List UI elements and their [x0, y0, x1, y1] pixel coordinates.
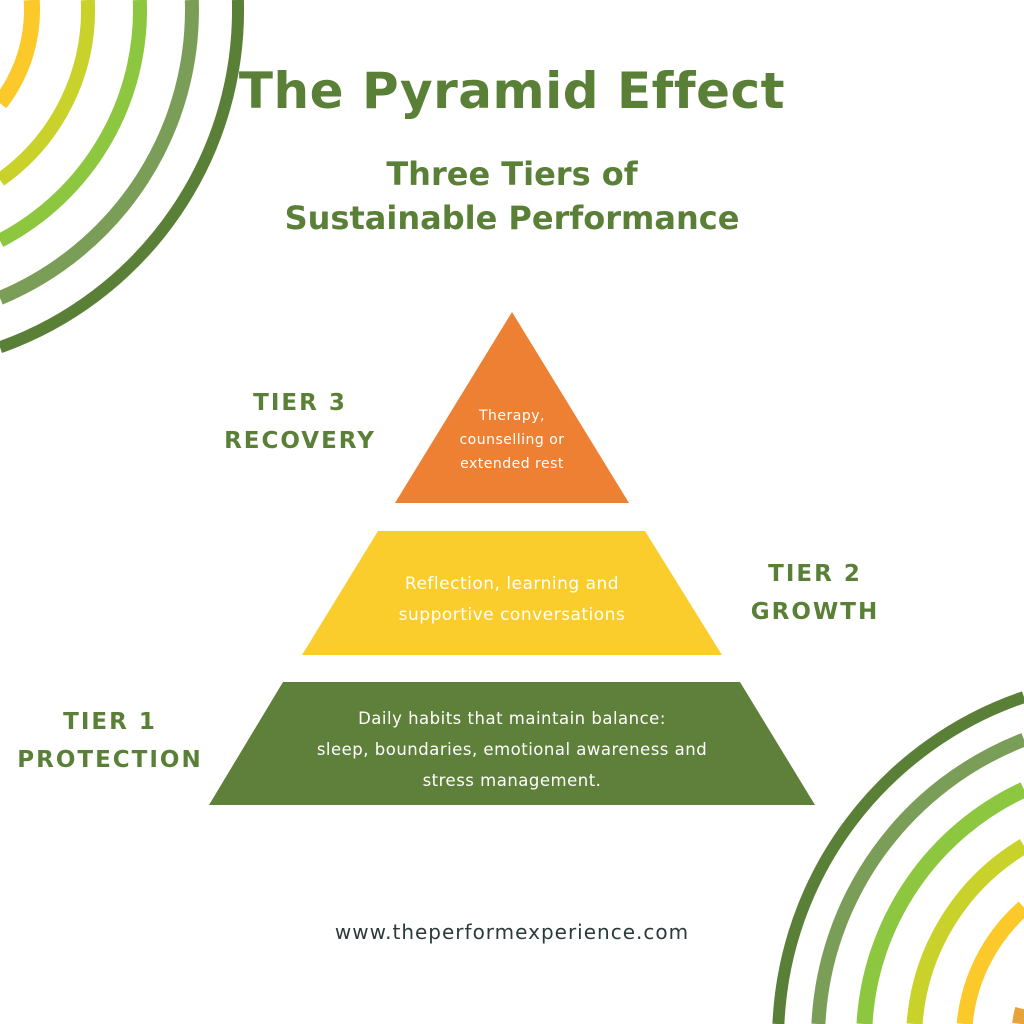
subtitle-line: Sustainable Performance: [284, 199, 740, 237]
page-title: The Pyramid Effect: [238, 62, 786, 120]
tier-level: TIER 3: [253, 390, 347, 416]
arc: [0, 0, 244, 353]
tier-3-description: Therapy, counselling or extended rest: [432, 404, 592, 476]
tier-3-label: TIER 3 RECOVERY: [210, 384, 390, 460]
page-subtitle: Three Tiers of Sustainable Performance: [0, 152, 1024, 240]
tier-name: RECOVERY: [224, 428, 376, 454]
arc: [811, 733, 1024, 1024]
tier-name: PROTECTION: [17, 747, 203, 773]
description-line: supportive conversations: [398, 605, 626, 625]
description-line: Therapy,: [479, 408, 545, 424]
tier-1-description: Daily habits that maintain balance: slee…: [272, 703, 752, 796]
bottom-right-arcs: [772, 691, 1024, 1024]
description-line: Reflection, learning and: [404, 574, 620, 594]
description-line: Daily habits that maintain balance:: [358, 709, 666, 728]
website-link[interactable]: www.theperformexperience.com: [334, 920, 690, 944]
tier-2-description: Reflection, learning and supportive conv…: [342, 569, 682, 631]
arc: [0, 0, 41, 109]
top-left-arcs: [0, 0, 244, 353]
subtitle-line: Three Tiers of: [386, 155, 638, 193]
description-line: counselling or: [459, 432, 565, 448]
tier-2-trapezoid: [302, 531, 722, 655]
tier-1-label: TIER 1 PROTECTION: [5, 703, 215, 779]
arc: [772, 691, 1024, 1024]
description-line: sleep, boundaries, emotional awareness a…: [316, 740, 708, 759]
tier-name: GROWTH: [750, 599, 880, 625]
tier-level: TIER 2: [768, 561, 862, 587]
description-line: extended rest: [460, 456, 564, 472]
arc: [956, 901, 1024, 1024]
tier-1-trapezoid: [209, 682, 815, 805]
arc: [0, 0, 199, 305]
tier-3-triangle: [395, 312, 629, 503]
arc: [0, 0, 96, 186]
tier-2-label: TIER 2 GROWTH: [730, 555, 900, 631]
arc: [0, 0, 147, 247]
arc: [906, 839, 1024, 1024]
arc: [856, 782, 1024, 1024]
description-line: stress management.: [422, 771, 602, 790]
tier-level: TIER 1: [63, 709, 157, 735]
